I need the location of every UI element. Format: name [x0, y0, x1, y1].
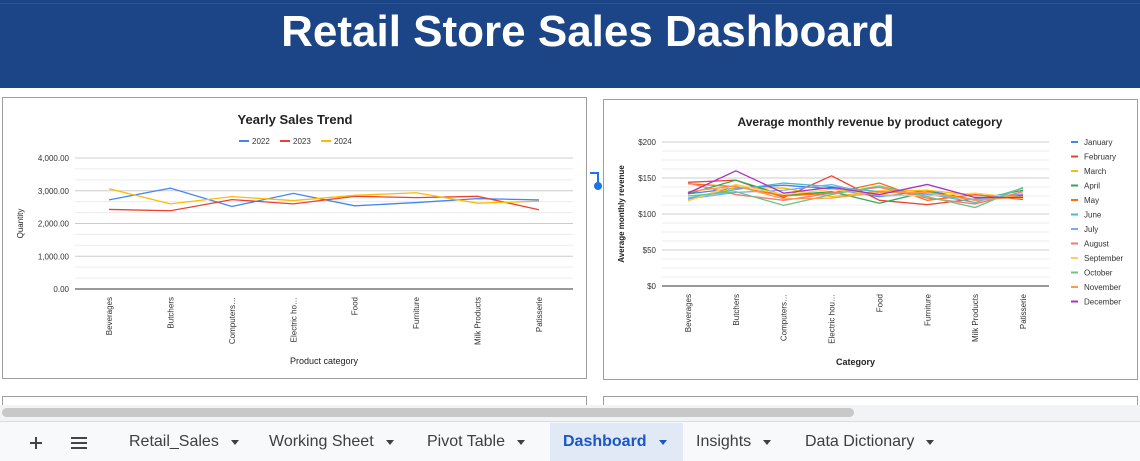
- legend-label: November: [1084, 283, 1121, 292]
- horizontal-scrollbar-thumb[interactable]: [2, 408, 854, 417]
- tab-insights[interactable]: Insights: [683, 423, 784, 461]
- x-tick-label: Furniture: [923, 293, 932, 326]
- monthly-revenue-chart[interactable]: Average monthly revenue by product categ…: [603, 99, 1138, 380]
- y-tick-label: 3,000.00: [38, 187, 70, 196]
- chart-anchor-handle[interactable]: [584, 170, 604, 194]
- yearly-sales-chart[interactable]: Yearly Sales Trend 0.00 1,000.00 2,000.00 3,…: [2, 97, 587, 379]
- y-tick-label: $0: [647, 282, 656, 291]
- tab-dashboard[interactable]: Dashboard: [550, 423, 683, 461]
- x-axis-title: Category: [836, 357, 875, 367]
- chevron-down-icon[interactable]: [763, 439, 772, 445]
- tab-data-dictionary[interactable]: Data Dictionary: [792, 423, 947, 461]
- y-tick-label: 2,000.00: [38, 220, 70, 229]
- chart-title: Average monthly revenue by product categ…: [738, 115, 1003, 129]
- title-banner: Retail Store Sales Dashboard: [0, 0, 1140, 88]
- y-tick-label: $150: [638, 174, 656, 183]
- legend-label: December: [1084, 298, 1121, 307]
- series-line-december: [687, 170, 1023, 199]
- legend-label: July: [1084, 225, 1098, 234]
- banner-cell-row: [0, 0, 1140, 4]
- chevron-down-icon[interactable]: [926, 439, 935, 445]
- tab-label: Data Dictionary: [805, 433, 915, 450]
- menu-list-icon[interactable]: [66, 432, 92, 454]
- x-axis-title: Product category: [290, 356, 359, 366]
- x-tick-label: Patisserie: [1019, 293, 1028, 329]
- legend-label: March: [1084, 167, 1106, 176]
- legend-label: May: [1084, 196, 1099, 205]
- series-line-september: [687, 183, 1024, 202]
- x-tick-label: Electric ho…: [289, 297, 298, 342]
- legend-label: April: [1084, 182, 1100, 191]
- y-axis-title: Quantity: [16, 209, 25, 239]
- legend-label: October: [1084, 269, 1113, 278]
- x-tick-label: Patisserie: [535, 296, 544, 332]
- x-tick-label: Food: [351, 297, 360, 315]
- chevron-down-icon[interactable]: [658, 439, 667, 445]
- x-tick-label: Beverages: [105, 297, 114, 335]
- page-title: Retail Store Sales Dashboard: [281, 7, 895, 56]
- x-tick-label: Food: [875, 294, 884, 312]
- y-tick-label: $200: [638, 138, 656, 147]
- legend-label: 2024: [334, 137, 352, 146]
- x-tick-label: Computers…: [780, 294, 789, 341]
- y-tick-label: 0.00: [53, 285, 69, 294]
- x-tick-label: Beverages: [684, 294, 693, 332]
- x-tick-label: Milk Products: [971, 294, 980, 342]
- plus-icon[interactable]: [23, 432, 49, 454]
- x-tick-label: Furniture: [412, 296, 421, 329]
- tab-label: Retail_Sales: [129, 433, 219, 450]
- tab-pivot-table[interactable]: Pivot Table: [414, 423, 538, 461]
- chevron-down-icon[interactable]: [385, 439, 394, 445]
- legend-label: September: [1084, 254, 1123, 263]
- legend-label: February: [1084, 153, 1116, 162]
- chevron-down-icon[interactable]: [230, 439, 239, 445]
- yearly-sales-chart-canvas: Yearly Sales Trend 0.00 1,000.00 2,000.00 3,…: [16, 112, 573, 366]
- chevron-down-icon[interactable]: [516, 439, 525, 445]
- tab-working-sheet[interactable]: Working Sheet: [256, 423, 407, 461]
- legend-label: August: [1084, 240, 1110, 249]
- tab-label: Insights: [696, 433, 752, 450]
- y-tick-label: $100: [638, 210, 656, 219]
- legend-label: 2022: [252, 137, 270, 146]
- x-tick-label: Computers…: [228, 297, 237, 344]
- y-axis-title: Average monthly revenue: [617, 165, 626, 263]
- series-line-2023: [108, 195, 540, 212]
- tab-label: Working Sheet: [269, 433, 374, 450]
- x-tick-label: Milk Products: [474, 297, 483, 345]
- legend-label: 2023: [293, 137, 311, 146]
- chart-title: Yearly Sales Trend: [238, 112, 353, 127]
- legend-label: June: [1084, 211, 1102, 220]
- series-line-october: [687, 185, 1024, 209]
- legend-label: January: [1084, 138, 1112, 147]
- y-tick-label: 1,000.00: [38, 252, 70, 261]
- tab-retail-sales[interactable]: Retail_Sales: [116, 423, 252, 461]
- x-tick-label: Electric hou…: [828, 294, 837, 344]
- y-tick-label: $50: [643, 246, 657, 255]
- y-tick-label: 4,000.00: [38, 154, 70, 163]
- x-tick-label: Butchers: [166, 297, 175, 329]
- tab-label: Dashboard: [563, 433, 647, 450]
- monthly-revenue-chart-canvas: Average monthly revenue by product categ…: [617, 115, 1123, 367]
- tab-label: Pivot Table: [427, 433, 505, 450]
- series-line-november: [687, 185, 1024, 201]
- series-line-2024: [108, 188, 540, 205]
- x-tick-label: Butchers: [732, 294, 741, 326]
